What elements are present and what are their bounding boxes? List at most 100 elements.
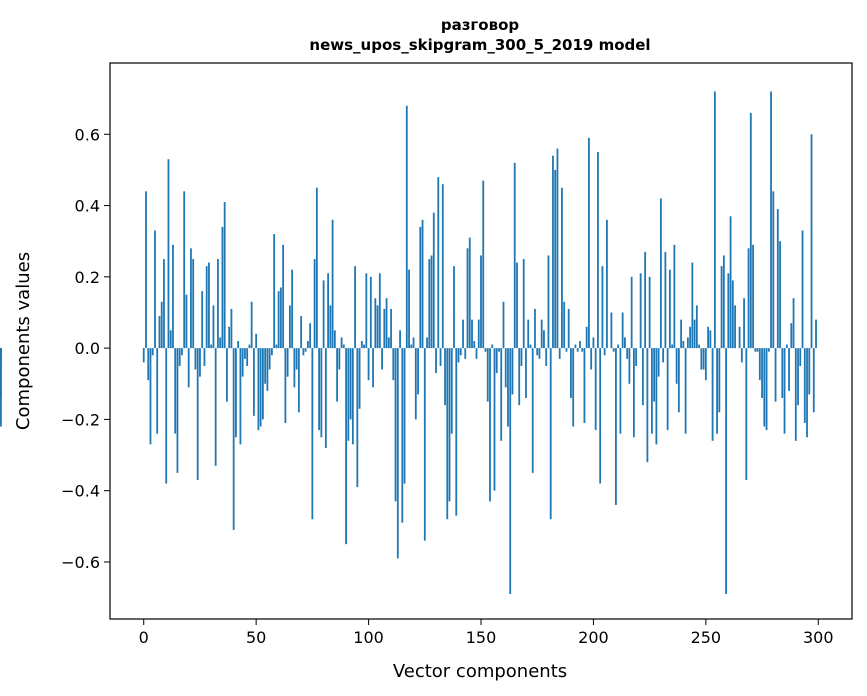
bar (657, 348, 660, 377)
bar (275, 344, 278, 349)
x-tick-label: 50 (246, 628, 266, 647)
bar (534, 308, 536, 349)
bar (444, 348, 446, 406)
bar (671, 344, 674, 349)
bar (448, 348, 451, 502)
bar (295, 348, 298, 370)
bar (648, 276, 651, 349)
bar (504, 348, 507, 388)
plot-frame (109, 62, 853, 620)
bar (333, 330, 336, 349)
bar (745, 348, 748, 480)
bar (790, 323, 793, 349)
x-tick-label: 0 (139, 628, 149, 647)
bar (720, 266, 723, 349)
bar (673, 244, 676, 349)
bar (675, 348, 678, 384)
bar (257, 348, 260, 431)
bar (477, 319, 480, 349)
bar (691, 262, 694, 349)
bar (552, 155, 554, 349)
bar (354, 266, 356, 349)
y-tick-label: 0.4 (75, 197, 100, 216)
bar (378, 273, 381, 349)
bar (253, 348, 255, 416)
bar (199, 348, 201, 377)
bar (700, 348, 703, 370)
bar (711, 348, 714, 441)
bar (174, 348, 177, 434)
bar (655, 348, 658, 445)
bar (270, 348, 273, 356)
bar (160, 301, 163, 349)
bar (309, 323, 312, 349)
bar (815, 319, 817, 349)
bar (432, 212, 435, 349)
bar (248, 344, 251, 349)
bar (689, 326, 692, 349)
y-axis-label: Components values (13, 252, 34, 430)
bar (525, 348, 527, 399)
bar (244, 348, 246, 359)
bar (172, 244, 174, 349)
bar (592, 337, 595, 349)
bar (450, 348, 453, 434)
bar (486, 348, 489, 402)
bar (662, 348, 665, 363)
bar (718, 348, 721, 413)
bar (194, 348, 197, 370)
bar (680, 319, 683, 349)
bar (626, 348, 629, 359)
bar (151, 348, 154, 356)
bar (167, 159, 170, 349)
bar (156, 348, 159, 434)
bar (241, 348, 244, 377)
bar (527, 319, 530, 349)
bar (601, 266, 604, 349)
bar (549, 348, 552, 520)
bar (635, 348, 638, 366)
bar (707, 326, 709, 349)
bar (181, 348, 183, 356)
y-tick-label: 0.2 (75, 268, 100, 287)
bar (358, 348, 361, 409)
bar (226, 348, 228, 402)
bar (554, 169, 557, 349)
bar (567, 308, 570, 349)
bar (250, 301, 253, 349)
bar (653, 348, 656, 402)
y-tick-label: −0.2 (61, 410, 100, 429)
bar (163, 259, 165, 349)
bar (765, 348, 768, 431)
y-axis-ticks: −0.6 −0.4 −0.2 0.0 0.2 0.4 0.6 (61, 125, 110, 572)
bar (752, 244, 754, 349)
bar (399, 330, 401, 349)
bar (284, 348, 287, 423)
bar (808, 348, 811, 395)
bar (273, 234, 276, 349)
bar (799, 348, 802, 366)
bar (223, 202, 226, 349)
bar (495, 348, 498, 374)
bar (509, 348, 512, 595)
bar (421, 219, 424, 349)
bar (376, 305, 379, 349)
bar (228, 326, 231, 349)
bar (518, 348, 521, 406)
bar (410, 344, 413, 349)
bar (261, 348, 264, 420)
bar (268, 348, 271, 370)
y-tick-label: 0.0 (75, 339, 100, 358)
bar (547, 255, 550, 349)
bar (396, 348, 399, 559)
bar (322, 280, 325, 349)
bar (369, 276, 372, 349)
bar (565, 348, 568, 352)
x-tick-label: 250 (691, 628, 722, 647)
bar (522, 259, 525, 349)
bar (770, 91, 772, 349)
bar (529, 344, 532, 349)
bar (810, 134, 813, 349)
bar (178, 348, 181, 366)
bar (725, 348, 727, 595)
